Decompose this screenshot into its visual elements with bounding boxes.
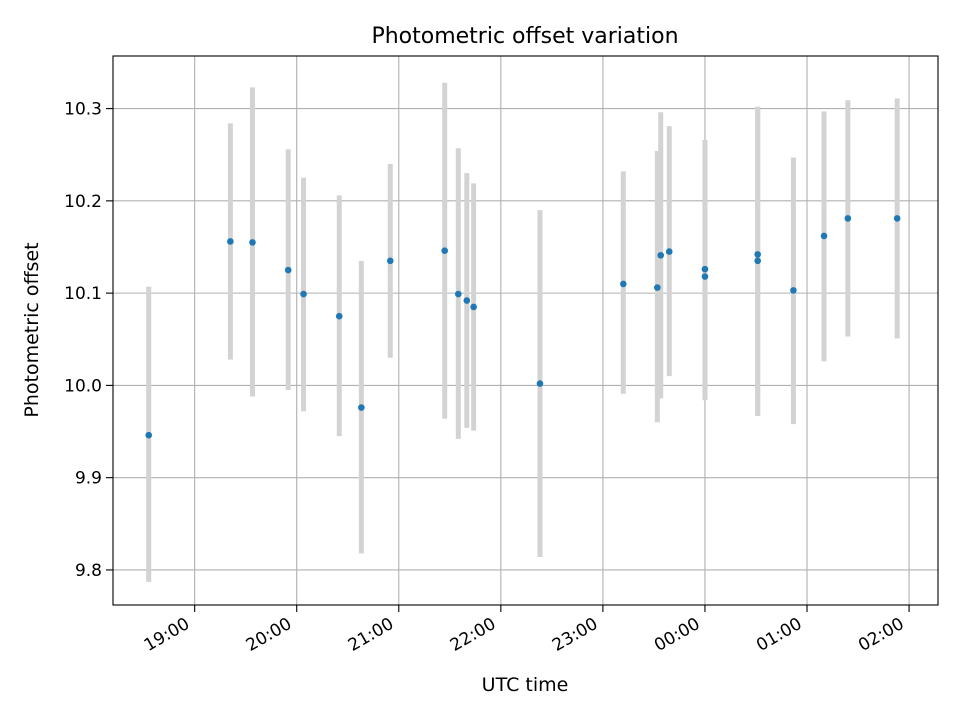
data-point bbox=[654, 284, 661, 291]
data-point bbox=[284, 266, 292, 274]
data-point bbox=[665, 248, 673, 255]
x-tick-label: 22:00 bbox=[447, 614, 499, 656]
error-bars bbox=[146, 82, 900, 582]
x-tick-label: 00:00 bbox=[651, 614, 703, 656]
x-tick-label: 23:00 bbox=[549, 614, 601, 656]
data-point bbox=[754, 257, 761, 265]
data-point bbox=[844, 215, 852, 222]
data-point bbox=[335, 312, 343, 320]
y-tick-label: 9.8 bbox=[75, 561, 102, 581]
data-point bbox=[386, 257, 394, 265]
data-point bbox=[790, 287, 797, 294]
chart-title: Photometric offset variation bbox=[371, 24, 678, 49]
data-point bbox=[657, 252, 665, 259]
data-point bbox=[620, 280, 627, 288]
data-point bbox=[754, 251, 761, 258]
data-point bbox=[893, 215, 901, 222]
x-tick-label: 20:00 bbox=[243, 614, 295, 656]
y-tick-label: 9.9 bbox=[75, 469, 102, 489]
y-axis-label: Photometric offset bbox=[21, 242, 43, 417]
data-point bbox=[701, 265, 709, 273]
data-point bbox=[227, 238, 234, 245]
data-point bbox=[358, 404, 365, 411]
data-point bbox=[820, 232, 828, 240]
y-tick-label: 10.1 bbox=[64, 284, 102, 304]
data-point bbox=[145, 431, 153, 439]
x-tick-label: 02:00 bbox=[855, 614, 907, 656]
x-axis-ticks: 19:00 20:00 21:00 22:00 23:00 00:00 01:00 02:00 bbox=[141, 605, 910, 656]
data-point bbox=[463, 297, 471, 304]
x-tick-label: 19:00 bbox=[141, 614, 193, 656]
data-point bbox=[300, 290, 307, 298]
y-axis-ticks: 9.8 9.9 10.0 10.1 10.2 10.3 bbox=[64, 100, 113, 581]
grid bbox=[113, 56, 938, 605]
x-tick-label: 01:00 bbox=[753, 614, 805, 656]
data-point bbox=[441, 247, 449, 254]
data-point bbox=[536, 380, 544, 387]
x-axis-label: UTC time bbox=[482, 674, 569, 696]
data-point bbox=[701, 273, 709, 280]
data-point bbox=[455, 290, 462, 298]
x-tick-label: 21:00 bbox=[345, 614, 397, 656]
data-point bbox=[470, 303, 477, 311]
data-point bbox=[249, 239, 256, 246]
y-tick-label: 10.2 bbox=[64, 192, 102, 212]
y-tick-label: 10.0 bbox=[64, 376, 102, 396]
data-points bbox=[145, 215, 901, 439]
y-tick-label: 10.3 bbox=[64, 100, 102, 120]
plot-frame bbox=[112, 55, 939, 606]
